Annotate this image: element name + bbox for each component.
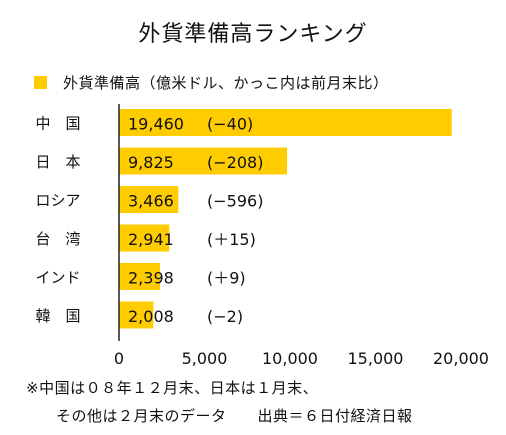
change-label: (−40) <box>207 115 253 134</box>
bar-chart: 中 国 19,460 (−40) 日 本 9,825 (−208) ロシア 3,466 (−59… <box>35 104 489 368</box>
bar <box>119 109 452 136</box>
data-label: 3,466 <box>128 192 174 211</box>
bar <box>119 147 288 175</box>
bar <box>119 301 154 329</box>
footnote-line-2: その他は２月末のデータ 出典＝６日付経済日報 <box>56 407 413 425</box>
x-tick-label: 0 <box>114 349 124 368</box>
x-tick-label: 15,000 <box>348 349 404 368</box>
change-label: (−208) <box>207 153 263 172</box>
data-label: 2,398 <box>128 269 174 288</box>
legend: 外貨準備高（億米ドル、かっこ内は前月末比） <box>34 72 389 93</box>
change-label: (−596) <box>207 192 263 211</box>
data-label: 2,941 <box>128 230 174 249</box>
change-label: (−2) <box>207 307 243 326</box>
legend-label: 外貨準備高（億米ドル、かっこ内は前月末比） <box>63 74 389 92</box>
x-tick-label: 5,000 <box>182 349 228 368</box>
x-tick-label: 10,000 <box>262 349 318 368</box>
x-tick-label: 20,000 <box>433 349 489 368</box>
data-label: 9,825 <box>128 153 174 172</box>
data-label: 2,008 <box>128 307 174 326</box>
bar <box>119 263 161 290</box>
change-label: (＋15) <box>207 230 256 249</box>
footnote-line-1: ※中国は０８年１２月末、日本は１月末、 <box>26 379 319 397</box>
change-label: (＋9) <box>207 269 246 288</box>
category-label: 中 国 <box>35 115 80 133</box>
data-label: 19,460 <box>128 115 184 134</box>
category-label: 韓 国 <box>35 307 80 325</box>
category-label: インド <box>35 269 80 287</box>
bar <box>119 224 170 252</box>
legend-swatch <box>34 76 47 89</box>
category-label: ロシア <box>35 192 80 210</box>
chart-title: 外貨準備高ランキング <box>138 22 368 47</box>
category-label: 台 湾 <box>35 230 80 248</box>
bar <box>119 186 179 213</box>
category-label: 日 本 <box>35 153 80 171</box>
